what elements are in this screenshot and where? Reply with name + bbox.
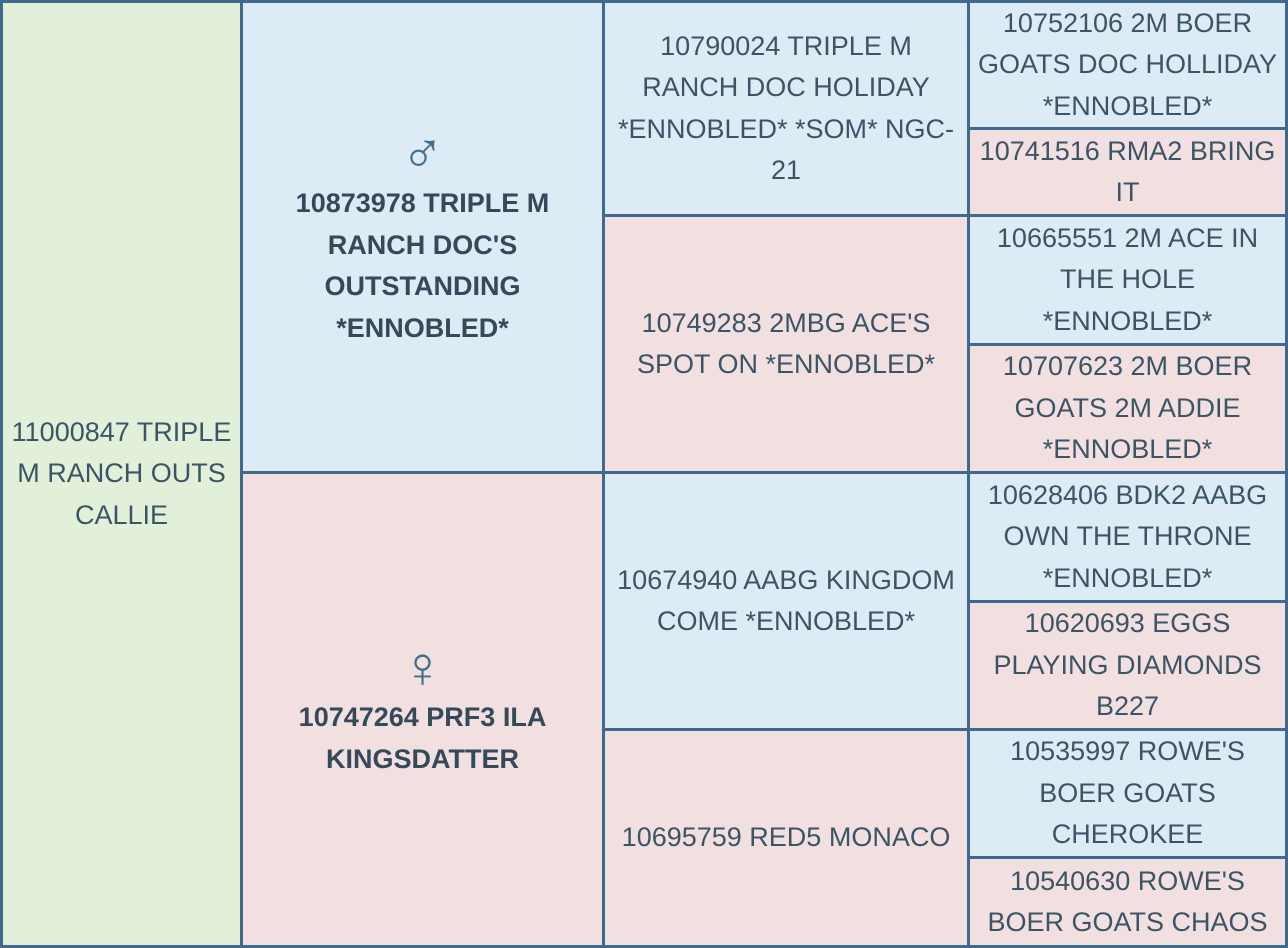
animal-name: 10707623 2M BOER GOATS 2M ADDIE *ENNOBLE… bbox=[1002, 351, 1253, 465]
pedigree-cell: 10540630 ROWE'S BOER GOATS CHAOS bbox=[970, 859, 1285, 945]
pedigree-cell: 10752106 2M BOER GOATS DOC HOLLIDAY *ENN… bbox=[970, 3, 1285, 127]
animal-name: 10695759 RED5 MONACO bbox=[621, 822, 951, 853]
animal-name: 10747264 PRF3 ILA KINGSDATTER bbox=[298, 702, 547, 774]
pedigree-cell: 10695759 RED5 MONACO bbox=[605, 731, 967, 945]
pedigree-cell: ♀ 10747264 PRF3 ILA KINGSDATTER bbox=[243, 474, 602, 945]
sex-icon: ♀ bbox=[400, 635, 445, 700]
sex-icon: ♂ bbox=[400, 121, 445, 186]
animal-name: 10752106 2M BOER GOATS DOC HOLLIDAY *ENN… bbox=[977, 7, 1278, 121]
animal-name: 10749283 2MBG ACE'S SPOT ON *ENNOBLED* bbox=[636, 307, 936, 380]
pedigree-cell: 10749283 2MBG ACE'S SPOT ON *ENNOBLED* bbox=[605, 217, 967, 471]
pedigree-cell: 10628406 BDK2 AABG OWN THE THRONE *ENNOB… bbox=[970, 474, 1285, 600]
pedigree-cell: 10790024 TRIPLE M RANCH DOC HOLIDAY *ENN… bbox=[605, 3, 967, 214]
pedigree-cell: 10620693 EGGS PLAYING DIAMONDS B227 bbox=[970, 603, 1285, 728]
animal-name: 11000847 TRIPLE M RANCH OUTS CALLIE bbox=[11, 416, 232, 530]
animal-name: 10535997 ROWE'S BOER GOATS CHEROKEE bbox=[1010, 736, 1245, 850]
animal-name: 10873978 TRIPLE M RANCH DOC'S OUTSTANDIN… bbox=[295, 188, 550, 343]
animal-name: 10665551 2M ACE IN THE HOLE *ENNOBLED* bbox=[996, 222, 1259, 336]
animal-name: 10790024 TRIPLE M RANCH DOC HOLIDAY *ENN… bbox=[617, 30, 955, 186]
pedigree-cell: ♂ 10873978 TRIPLE M RANCH DOC'S OUTSTANDI… bbox=[243, 3, 602, 471]
animal-name: 10674940 AABG KINGDOM COME *ENNOBLED* bbox=[617, 564, 955, 637]
animal-name: 10620693 EGGS PLAYING DIAMONDS B227 bbox=[993, 608, 1262, 722]
animal-name: 10540630 ROWE'S BOER GOATS CHAOS bbox=[987, 865, 1268, 938]
pedigree-cell: 10535997 ROWE'S BOER GOATS CHEROKEE bbox=[970, 731, 1285, 856]
pedigree-cell: 11000847 TRIPLE M RANCH OUTS CALLIE bbox=[3, 3, 240, 945]
animal-name: 10741516 RMA2 BRING IT bbox=[979, 135, 1276, 208]
pedigree-cell: 10707623 2M BOER GOATS 2M ADDIE *ENNOBLE… bbox=[970, 346, 1285, 471]
pedigree-cell: 10665551 2M ACE IN THE HOLE *ENNOBLED* bbox=[970, 217, 1285, 343]
pedigree-cell: 10674940 AABG KINGDOM COME *ENNOBLED* bbox=[605, 474, 967, 728]
pedigree-cell: 10741516 RMA2 BRING IT bbox=[970, 130, 1285, 214]
animal-name: 10628406 BDK2 AABG OWN THE THRONE *ENNOB… bbox=[987, 479, 1268, 593]
